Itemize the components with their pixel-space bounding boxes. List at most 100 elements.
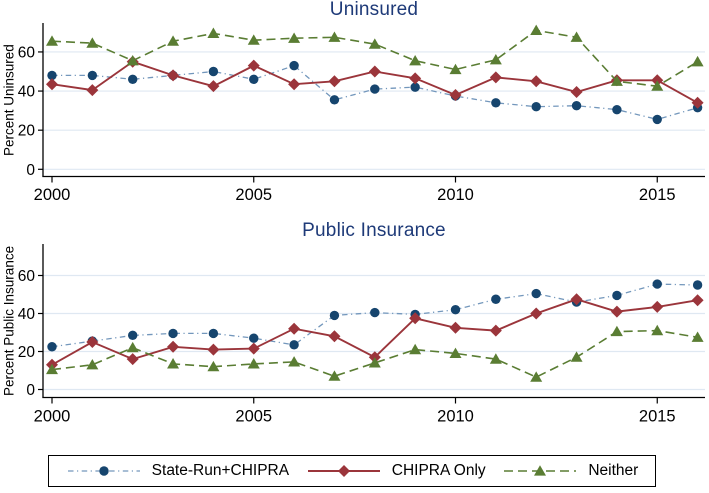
marker-state-run-chipra <box>289 340 299 350</box>
marker-state-run-chipra <box>289 60 299 71</box>
marker-neither <box>530 371 543 382</box>
marker-neither <box>247 34 260 45</box>
marker-chipra-only <box>368 65 381 78</box>
marker-neither <box>691 55 704 67</box>
legend-sample-state-run-chipra-line <box>67 466 140 476</box>
y-tick-label: 0 <box>26 162 35 179</box>
legend-entry-neither: Neither <box>502 462 638 480</box>
x-tick-label: 2015 <box>639 186 676 204</box>
marker-chipra-only <box>86 336 99 348</box>
y-tick-label: 60 <box>18 268 36 285</box>
legend-entry-label: Neither <box>588 462 639 479</box>
marker-neither <box>651 80 664 91</box>
legend-sample-neither-line <box>504 465 577 476</box>
marker-neither <box>610 325 623 337</box>
legend-entry-label: CHIPRA Only <box>391 462 486 479</box>
marker-chipra-only <box>409 72 422 85</box>
marker-chipra-only <box>691 294 704 307</box>
marker-neither <box>368 357 381 368</box>
marker-neither <box>570 351 583 362</box>
marker-state-run-chipra <box>329 95 340 105</box>
y-tick-label: 40 <box>18 306 36 323</box>
marker-neither <box>691 331 704 342</box>
marker-chipra-only <box>207 80 220 93</box>
marker-chipra-only <box>651 300 664 313</box>
marker-state-run-chipra <box>652 279 662 289</box>
marker-state-run-chipra <box>571 101 582 111</box>
marker-neither <box>570 31 583 42</box>
marker-state-run-chipra <box>329 310 340 321</box>
marker-neither <box>409 54 422 66</box>
x-tick-label: 2010 <box>437 186 474 204</box>
marker-chipra-only <box>610 305 623 318</box>
marker-state-run-chipra <box>370 307 380 318</box>
marker-state-run-chipra <box>531 288 541 299</box>
marker-chipra-only <box>449 88 462 101</box>
marker-neither <box>328 370 341 381</box>
marker-chipra-only <box>489 324 502 337</box>
series-line-neither <box>51 29 699 88</box>
marker-neither <box>167 358 180 369</box>
marker-neither <box>126 341 139 353</box>
y-tick-label: 0 <box>26 382 35 399</box>
marker-state-run-chipra <box>128 330 138 341</box>
y-tick-label: 40 <box>18 84 36 101</box>
marker-state-run-chipra <box>491 98 501 108</box>
marker-chipra-only <box>489 71 502 84</box>
x-tick-label: 2015 <box>639 408 676 426</box>
x-tick-label: 2005 <box>235 408 272 426</box>
marker-chipra-only <box>651 74 664 87</box>
marker-neither <box>126 54 139 66</box>
marker-neither <box>489 53 502 65</box>
legend-entry-label: State-Run+CHIPRA <box>151 462 290 479</box>
marker-state-run-chipra <box>450 305 461 315</box>
marker-neither <box>288 356 301 367</box>
marker-chipra-only <box>449 321 462 334</box>
legend-entry-chipra-only: CHIPRA Only <box>306 462 486 480</box>
chart-title-uninsured: Uninsured <box>329 0 419 20</box>
marker-state-run-chipra <box>47 70 57 81</box>
marker-neither <box>449 347 462 358</box>
marker-neither <box>328 31 341 42</box>
marker-chipra-only <box>570 86 583 99</box>
legend-entry-state-run-chipra: State-Run+CHIPRA <box>66 462 289 480</box>
x-tick-label: 2000 <box>34 408 71 426</box>
series-line-neither <box>51 329 698 378</box>
marker-chipra-only <box>328 75 341 88</box>
marker-neither <box>489 353 502 364</box>
marker-neither <box>288 32 301 43</box>
marker-state-run-chipra <box>47 342 57 352</box>
marker-state-run-chipra <box>692 280 703 290</box>
marker-state-run-chipra <box>410 82 420 92</box>
marker-chipra-only <box>167 340 180 353</box>
marker-chipra-only <box>409 312 422 325</box>
marker-neither <box>167 35 180 46</box>
marker-state-run-chipra <box>87 70 98 81</box>
marker-neither <box>46 363 58 375</box>
marker-chipra-only <box>530 75 543 88</box>
marker-chipra-only <box>86 84 99 97</box>
marker-chipra-only <box>46 78 58 91</box>
marker-neither <box>207 360 220 372</box>
marker-chipra-only <box>126 353 139 366</box>
marker-neither <box>651 324 664 336</box>
marker-neither <box>530 24 543 36</box>
marker-chipra-only <box>328 330 341 343</box>
marker-state-run-chipra <box>128 74 138 85</box>
x-tick-label: 2000 <box>34 186 71 204</box>
marker-chipra-only <box>207 343 220 356</box>
marker-state-run-chipra <box>652 114 662 125</box>
legend-marker-triangle-icon <box>534 465 547 476</box>
legend-marker-circle-icon <box>98 466 109 476</box>
x-tick-label: 2005 <box>235 186 272 204</box>
marker-neither <box>207 27 220 38</box>
marker-neither <box>86 37 99 48</box>
legend: State-Run+CHIPRA CHIPRA Only Neither <box>48 455 656 487</box>
marker-state-run-chipra <box>491 294 501 304</box>
y-tick-label: 20 <box>18 123 36 140</box>
marker-state-run-chipra <box>612 104 622 115</box>
marker-chipra-only <box>288 78 301 91</box>
marker-neither <box>46 35 58 46</box>
y-tick-label: 20 <box>18 344 36 361</box>
